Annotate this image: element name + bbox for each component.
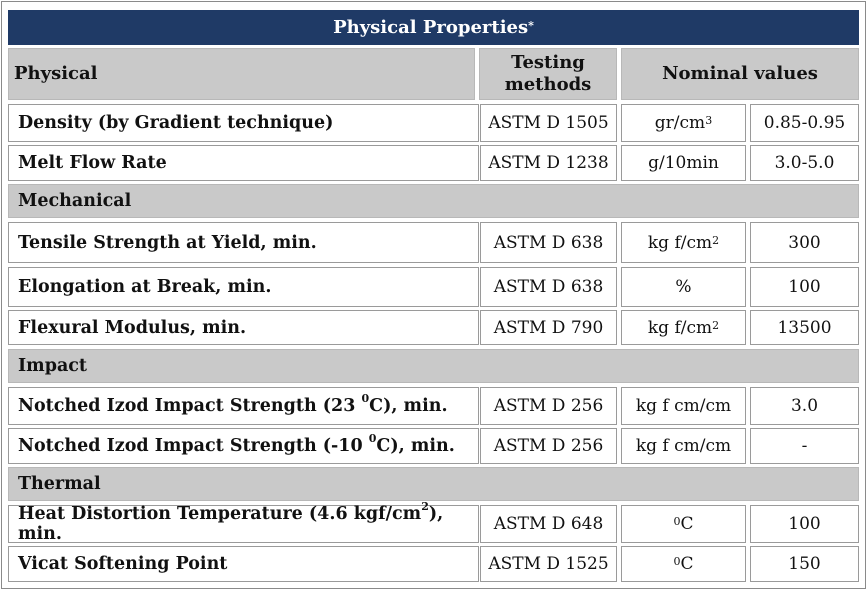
row-vicat-value: 150 bbox=[750, 546, 859, 582]
section-mechanical: Mechanical bbox=[8, 184, 859, 218]
row-elongation-property: Elongation at Break, min. bbox=[8, 267, 479, 307]
row-vicat-label: Vicat Softening Point bbox=[18, 554, 228, 574]
row-izod-minus10-label-sup: 0 bbox=[368, 432, 377, 446]
row-hdt-label: Heat Distortion Temperature (4.6 kgf/cm2… bbox=[18, 501, 478, 544]
row-hdt-label-sup: 2 bbox=[421, 500, 429, 514]
row-tensile-unit: kg f/cm 2 bbox=[621, 222, 746, 263]
row-tensile-value-text: 300 bbox=[788, 232, 821, 253]
row-izod-23-value-text: 3.0 bbox=[790, 396, 819, 416]
row-tensile-value: 300 bbox=[750, 222, 859, 263]
row-tensile-label: Tensile Strength at Yield, min. bbox=[18, 232, 317, 253]
row-vicat-unit-post: C bbox=[680, 554, 694, 574]
section-thermal: Thermal bbox=[8, 467, 859, 501]
row-hdt-unit-post: C bbox=[680, 514, 694, 534]
row-izod-minus10-value: - bbox=[750, 428, 859, 464]
row-density-property: Density (by Gradient technique) bbox=[8, 104, 479, 142]
row-flexural-value: 13500 bbox=[750, 310, 859, 345]
row-elongation-unit-base: % bbox=[675, 277, 692, 297]
row-melt-flow-method: ASTM D 1238 bbox=[480, 145, 617, 181]
row-flexural-property: Flexural Modulus, min. bbox=[8, 310, 479, 345]
header-nominal-values: Nominal values bbox=[621, 48, 859, 100]
row-izod-minus10-unit: kg f cm/cm bbox=[621, 428, 746, 464]
row-hdt-label-pre: Heat Distortion Temperature (4.6 kgf/cm bbox=[18, 504, 422, 524]
row-hdt-method-text: ASTM D 648 bbox=[493, 514, 604, 534]
row-elongation-method-text: ASTM D 638 bbox=[493, 277, 604, 297]
row-izod-23-label: Notched Izod Impact Strength (23 0C), mi… bbox=[18, 393, 448, 416]
row-izod-minus10-method: ASTM D 256 bbox=[480, 428, 617, 464]
row-density-method: ASTM D 1505 bbox=[480, 104, 617, 142]
header-testing-line1: Testing bbox=[511, 52, 585, 73]
row-melt-flow-value-text: 3.0-5.0 bbox=[774, 153, 835, 173]
row-melt-flow-unit-base: g/10min bbox=[648, 153, 719, 173]
row-melt-flow-property: Melt Flow Rate bbox=[8, 145, 479, 181]
section-impact-label: Impact bbox=[18, 356, 88, 376]
row-elongation-method: ASTM D 638 bbox=[480, 267, 617, 307]
row-flexural-unit-base: kg f/cm bbox=[647, 317, 713, 338]
row-flexural-method-text: ASTM D 790 bbox=[493, 317, 604, 338]
row-izod-23-unit: kg f cm/cm bbox=[621, 387, 746, 425]
row-density-value-text: 0.85-0.95 bbox=[763, 113, 846, 133]
row-vicat-method: ASTM D 1525 bbox=[480, 546, 617, 582]
row-izod-23-label-pre: Notched Izod Impact Strength (23 bbox=[18, 396, 362, 416]
row-elongation-unit: % bbox=[621, 267, 746, 307]
table-title-text: Physical Properties bbox=[333, 16, 529, 38]
section-impact: Impact bbox=[8, 349, 859, 383]
row-density-label: Density (by Gradient technique) bbox=[18, 113, 334, 133]
row-izod-minus10-label-post: C), min. bbox=[376, 436, 455, 456]
row-density-unit: gr/cm 3 bbox=[621, 104, 746, 142]
row-elongation-value: 100 bbox=[750, 267, 859, 307]
section-mechanical-label: Mechanical bbox=[18, 191, 132, 211]
row-hdt-method: ASTM D 648 bbox=[480, 505, 617, 543]
row-izod-minus10-value-text: - bbox=[801, 436, 808, 456]
section-thermal-label: Thermal bbox=[18, 474, 101, 494]
row-izod-23-value: 3.0 bbox=[750, 387, 859, 425]
row-izod-23-label-sup: 0 bbox=[361, 392, 370, 406]
header-physical-label: Physical bbox=[14, 63, 98, 84]
row-tensile-method: ASTM D 638 bbox=[480, 222, 617, 263]
row-melt-flow-value: 3.0-5.0 bbox=[750, 145, 859, 181]
row-hdt-value-text: 100 bbox=[788, 514, 821, 534]
row-elongation-label: Elongation at Break, min. bbox=[18, 277, 272, 297]
row-izod-minus10-method-text: ASTM D 256 bbox=[493, 436, 604, 456]
row-izod-23-unit-text: kg f cm/cm bbox=[635, 396, 732, 416]
row-flexural-unit: kg f/cm 2 bbox=[621, 310, 746, 345]
table-title: Physical Properties * bbox=[8, 10, 859, 45]
row-izod-23-property: Notched Izod Impact Strength (23 0C), mi… bbox=[8, 387, 479, 425]
row-hdt-property: Heat Distortion Temperature (4.6 kgf/cm2… bbox=[8, 501, 479, 544]
row-izod-minus10-unit-text: kg f cm/cm bbox=[635, 436, 732, 456]
row-melt-flow-label: Melt Flow Rate bbox=[18, 153, 167, 173]
row-vicat-method-text: ASTM D 1525 bbox=[488, 554, 609, 574]
row-melt-flow-unit: g/10min bbox=[621, 145, 746, 181]
row-melt-flow-method-text: ASTM D 1238 bbox=[488, 153, 609, 173]
header-physical: Physical bbox=[8, 48, 475, 100]
row-density-method-text: ASTM D 1505 bbox=[488, 113, 609, 133]
header-testing-line2: methods bbox=[504, 74, 592, 95]
row-izod-minus10-label-pre: Notched Izod Impact Strength (-10 bbox=[18, 436, 369, 456]
row-density-unit-base: gr/cm bbox=[654, 113, 706, 133]
row-elongation-value-text: 100 bbox=[788, 277, 821, 297]
row-tensile-unit-base: kg f/cm bbox=[647, 232, 713, 253]
row-hdt-label-post: ), min. bbox=[18, 504, 444, 544]
row-tensile-property: Tensile Strength at Yield, min. bbox=[8, 222, 479, 263]
header-testing-methods: Testing methods bbox=[479, 48, 617, 100]
row-vicat-property: Vicat Softening Point bbox=[8, 546, 479, 582]
row-izod-minus10-property: Notched Izod Impact Strength (-10 0C), m… bbox=[8, 428, 479, 464]
row-izod-23-method: ASTM D 256 bbox=[480, 387, 617, 425]
header-nominal-label: Nominal values bbox=[662, 63, 818, 84]
row-izod-minus10-label: Notched Izod Impact Strength (-10 0C), m… bbox=[18, 433, 455, 456]
row-hdt-value: 100 bbox=[750, 505, 859, 543]
row-izod-23-method-text: ASTM D 256 bbox=[493, 396, 604, 416]
row-flexural-method: ASTM D 790 bbox=[480, 310, 617, 345]
row-tensile-method-text: ASTM D 638 bbox=[493, 232, 604, 253]
row-density-value: 0.85-0.95 bbox=[750, 104, 859, 142]
row-flexural-value-text: 13500 bbox=[777, 317, 832, 338]
row-vicat-value-text: 150 bbox=[788, 554, 821, 574]
row-flexural-label: Flexural Modulus, min. bbox=[18, 317, 247, 338]
row-izod-23-label-post: C), min. bbox=[369, 396, 448, 416]
